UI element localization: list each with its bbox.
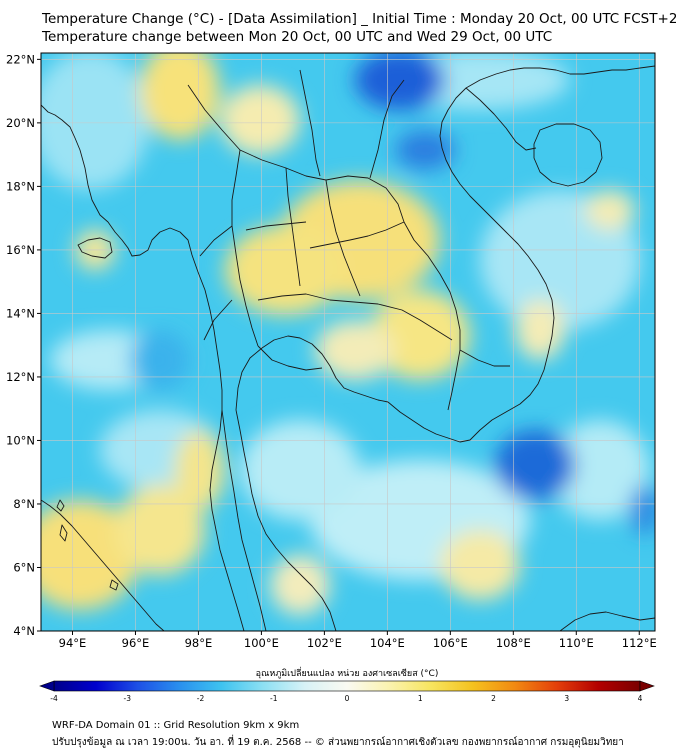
colorbar-max-extend xyxy=(639,680,655,692)
lat-label: 20°N xyxy=(6,116,35,130)
colorbar-tick-label: -3 xyxy=(124,694,132,703)
colorbar-tick-label: 2 xyxy=(491,694,496,703)
latitude-axis: 22°N 20°N 18°N 16°N 14°N 12°N 10°N 8°N 6°N 4°N xyxy=(6,52,41,638)
lon-label: 112°E xyxy=(622,636,657,650)
colorbar-tick-label: 1 xyxy=(418,694,423,703)
colorbar-tick-label: -2 xyxy=(197,694,205,703)
map-title: Temperature Change (°C) - [Data Assimila… xyxy=(42,11,676,27)
map-subtitle: Temperature change between Mon 20 Oct, 0… xyxy=(42,29,553,45)
colorbar-label: อุณหภูมิเปลี่ยนแปลง หน่วย องศาเซลเซียส (… xyxy=(256,666,439,679)
colorbar-tick-label: -1 xyxy=(270,694,278,703)
lon-label: 110°E xyxy=(559,636,594,650)
map-frame xyxy=(40,52,656,632)
colorbar-tick-label: 0 xyxy=(345,694,350,703)
lat-label: 4°N xyxy=(13,624,35,638)
colorbar-tick-label: 4 xyxy=(638,694,643,703)
lon-label: 94°E xyxy=(59,636,87,650)
lat-label: 16°N xyxy=(6,243,35,257)
footer-update-info: ปรับปรุงข้อมูล ณ เวลา 19:00น. วัน อา. ที… xyxy=(52,737,624,748)
lat-label: 14°N xyxy=(6,306,35,320)
lat-label: 10°N xyxy=(6,433,35,447)
coastlines xyxy=(41,65,655,631)
gridlines xyxy=(41,53,655,631)
temperature-field xyxy=(41,53,655,631)
lat-label: 12°N xyxy=(6,370,35,384)
temperature-change-map: 22°N 20°N 18°N 16°N 14°N 12°N 10°N 8°N 6°N 4°N 94… xyxy=(6,52,657,703)
lon-label: 96°E xyxy=(122,636,150,650)
lat-label: 22°N xyxy=(6,52,35,66)
colorbar-ticks: -4 -3 -2 -1 0 1 2 3 4 xyxy=(50,694,642,703)
colorbar-min-extend xyxy=(39,680,55,692)
colorbar-tick-label: 3 xyxy=(564,694,569,703)
lat-label: 18°N xyxy=(6,179,35,193)
lon-label: 102°E xyxy=(307,636,342,650)
lon-label: 106°E xyxy=(433,636,468,650)
lat-label: 8°N xyxy=(13,497,35,511)
longitude-axis: 94°E 96°E 98°E 100°E 102°E 104°E 106°E 108°E 110… xyxy=(59,631,657,650)
lon-label: 108°E xyxy=(496,636,531,650)
colorbar-bar xyxy=(53,680,641,692)
lon-label: 100°E xyxy=(244,636,279,650)
lon-label: 98°E xyxy=(185,636,213,650)
lat-label: 6°N xyxy=(13,560,35,574)
colorbar-tick-label: -4 xyxy=(50,694,58,703)
lon-label: 104°E xyxy=(370,636,405,650)
colorbar xyxy=(39,680,655,692)
footer-model-info: WRF-DA Domain 01 :: Grid Resolution 9km … xyxy=(52,720,300,731)
